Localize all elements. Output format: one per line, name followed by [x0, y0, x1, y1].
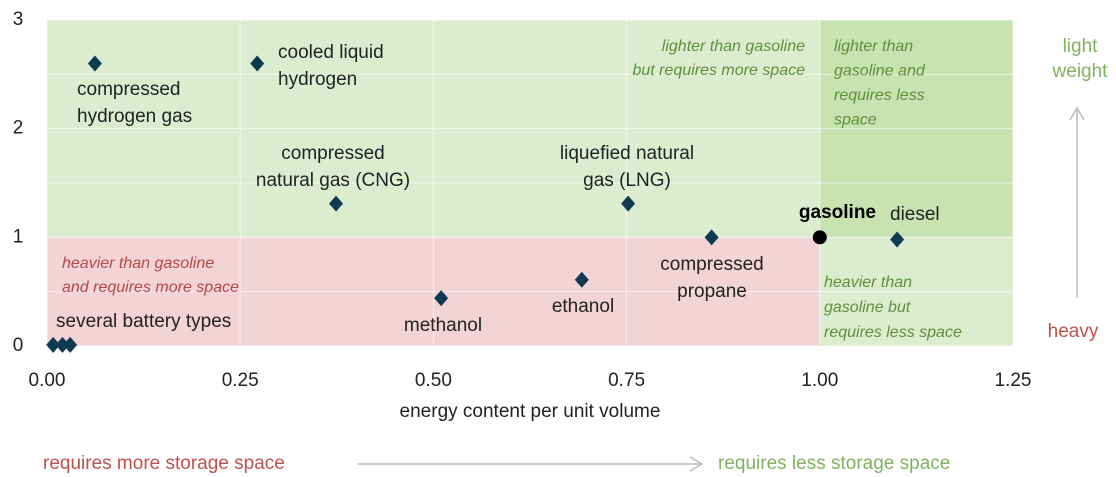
side-label: weight: [1052, 61, 1109, 82]
point-label: gasoline: [799, 202, 876, 223]
region-label: heavier than: [824, 274, 912, 291]
y-tick-label: 1: [13, 226, 24, 247]
region-label: heavier than gasoline: [62, 255, 214, 272]
region-label: and requires more space: [62, 279, 239, 296]
x-tick-label: 0.75: [608, 370, 645, 391]
point-label: cooled liquid: [278, 42, 384, 63]
x-axis-label: energy content per unit volume: [400, 401, 661, 422]
point-label: compressed: [77, 79, 181, 100]
point: [812, 230, 827, 245]
point-label: diesel: [890, 204, 940, 225]
point: [55, 336, 70, 353]
y-tick-label: 0: [13, 335, 24, 356]
x-tick-label: 1.25: [995, 370, 1032, 391]
x-tick-label: 0.00: [29, 370, 66, 391]
x-tick-label: 0.50: [415, 370, 452, 391]
region-label: space: [834, 112, 877, 129]
space-arrowhead: [689, 456, 704, 472]
bottom-label: requires more storage space: [43, 453, 285, 474]
y-tick-label: 3: [13, 9, 24, 30]
x-tick-label: 1.00: [801, 370, 838, 391]
point-label: propane: [677, 281, 747, 302]
point-label: liquefied natural: [560, 143, 694, 164]
point-label: natural gas (CNG): [256, 170, 410, 191]
point: [250, 55, 265, 72]
weight-arrowhead: [1069, 106, 1085, 121]
region-label: lighter than gasoline: [662, 38, 805, 55]
region-label: lighter than: [834, 38, 913, 55]
point: [329, 195, 344, 212]
point-label: hydrogen: [278, 69, 357, 90]
region-label: but requires more space: [632, 62, 805, 79]
region-label: gasoline but: [824, 299, 911, 316]
point-label: compressed: [281, 143, 385, 164]
point: [87, 55, 102, 72]
bottom-label: requires less storage space: [718, 453, 950, 474]
side-label: heavy: [1048, 321, 1099, 342]
x-tick-label: 0.25: [222, 370, 259, 391]
point-label: hydrogen gas: [77, 106, 192, 127]
point: [704, 229, 719, 246]
side-label: light: [1063, 36, 1099, 57]
region-label: requires less space: [824, 324, 962, 341]
y-tick-label: 2: [13, 118, 24, 139]
point: [574, 271, 589, 288]
point-label: compressed: [660, 254, 764, 275]
point-label: methanol: [404, 315, 482, 336]
point: [890, 231, 905, 248]
point: [63, 336, 78, 353]
point: [434, 290, 449, 307]
point: [46, 336, 61, 353]
region-label: gasoline and: [834, 63, 926, 80]
region-label: requires less: [834, 87, 925, 104]
point-label: several battery types: [56, 311, 231, 332]
point-label: ethanol: [552, 296, 614, 317]
point-label: gas (LNG): [583, 170, 671, 191]
point: [621, 195, 636, 212]
